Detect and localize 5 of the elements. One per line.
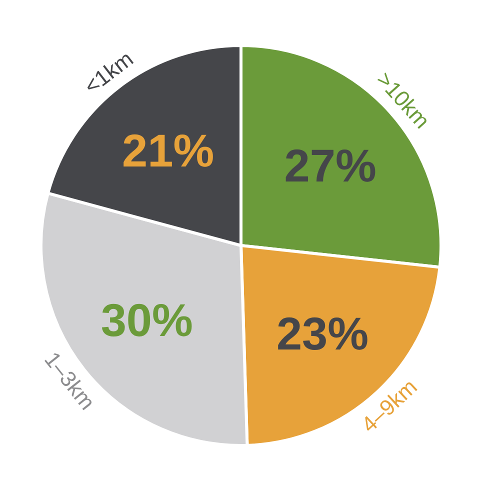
data-label: 23% [276, 308, 369, 360]
data-label: 30% [100, 294, 193, 346]
data-label: 27% [284, 139, 376, 192]
data-label: 21% [122, 124, 214, 176]
slice-label: <1km [79, 46, 138, 99]
